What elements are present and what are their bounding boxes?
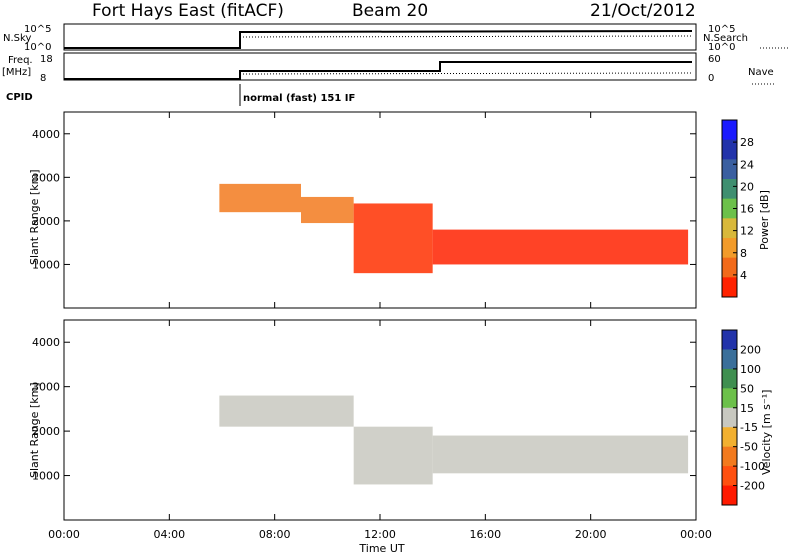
colorbar-tick-label: -15: [740, 421, 758, 434]
cpid-label: CPID: [6, 92, 33, 103]
x-tick-label: 04:00: [153, 528, 185, 541]
nsky-label: N.Sky: [3, 33, 31, 44]
echo-band: [353, 203, 433, 274]
y-tick-label: 3000: [32, 171, 60, 184]
y-tick-label: 1000: [32, 258, 60, 271]
colorbar-segment: [722, 427, 737, 448]
x-tick-label: 08:00: [259, 528, 291, 541]
colorbar-segment: [722, 238, 737, 259]
velocity-colorbar: 200 100 50 15 -15 -50 -100 -200: [721, 329, 765, 506]
nsearch-tick-bottom: 10^0: [708, 42, 735, 53]
nave-label: Nave: [748, 67, 774, 78]
echo-band: [432, 229, 689, 265]
echo-band: [219, 183, 301, 213]
colorbar-tick-label: 50: [740, 382, 754, 395]
nsky-trace: [64, 30, 693, 49]
nsearch-tick-top: 10^5: [708, 24, 735, 35]
nave-tick-top: 60: [708, 54, 721, 65]
nsearch-label: N.Search: [703, 33, 748, 44]
colorbar-segment: [722, 159, 737, 180]
colorbar-segment: [722, 139, 737, 160]
freq-panel: [63, 52, 697, 81]
x-tick-label: 20:00: [575, 528, 607, 541]
echo-band: [219, 395, 354, 427]
colorbar-tick-label: 15: [740, 402, 754, 415]
y-tick-label: 1000: [32, 470, 60, 483]
colorbar-segment: [722, 349, 737, 370]
velocity-ylabel: Slant Range [km]: [28, 382, 41, 478]
colorbar-segment: [722, 257, 737, 278]
freq-label-1: Freq.: [8, 55, 33, 66]
colorbar-tick-label: 200: [740, 343, 761, 356]
power-ylabel: Slant Range [km]: [28, 169, 41, 265]
colorbar-tick-label: 24: [740, 158, 754, 171]
station-title: Fort Hays East (fitACF): [92, 1, 284, 21]
colorbar-segment: [722, 466, 737, 487]
colorbar-segment: [722, 198, 737, 219]
x-tick-label: 16:00: [469, 528, 501, 541]
x-tick-label: 00:00: [680, 528, 712, 541]
x-axis-label: Time UT: [358, 542, 404, 554]
power-colorbar-label: Power [dB]: [758, 190, 771, 250]
colorbar-segment: [722, 407, 737, 428]
colorbar-tick-label: 100: [740, 363, 761, 376]
nsky-tick-top: 10^5: [24, 24, 51, 35]
nsky-tick-bottom: 10^0: [24, 42, 51, 53]
colorbar-tick-label: 12: [740, 225, 754, 238]
velocity-frame: [63, 319, 697, 521]
y-tick-label: 4000: [32, 336, 60, 349]
nave-trace: [239, 72, 693, 75]
echo-band: [432, 435, 689, 474]
colorbar-segment: [722, 179, 737, 200]
freq-trace: [64, 61, 692, 80]
echo-band: [353, 426, 433, 485]
colorbar-tick-label: -100: [740, 460, 765, 473]
colorbar-tick-label: 8: [740, 247, 747, 260]
velocity-panel: 1000 2000 3000 4000: [32, 320, 697, 520]
y-tick-label: 2000: [32, 215, 60, 228]
colorbar-tick-label: 4: [740, 269, 747, 282]
y-tick-label: 3000: [32, 381, 60, 394]
colorbar-segment: [722, 120, 737, 141]
colorbar-segment: [722, 330, 737, 350]
colorbar-tick-label: 28: [740, 136, 754, 149]
velocity-colorbar-label: Velocity [m s⁻¹]: [760, 390, 773, 475]
y-tick-label: 4000: [32, 128, 60, 141]
y-tick-label: 2000: [32, 425, 60, 438]
power-frame: [63, 111, 697, 309]
colorbar-segment: [722, 388, 737, 409]
colorbar-tick-label: 20: [740, 180, 754, 193]
beam-title: Beam 20: [352, 1, 428, 21]
echo-band: [301, 196, 354, 224]
x-tick-label: 00:00: [48, 528, 80, 541]
colorbar-segment: [722, 446, 737, 467]
nsearch-trace: [239, 35, 693, 38]
colorbar-tick-label: -50: [740, 441, 758, 454]
power-colorbar: 4 8 12 16 20 24 28: [721, 119, 754, 298]
power-panel: 1000 2000 3000 4000: [32, 112, 697, 308]
colorbar-frame: [721, 329, 738, 506]
colorbar-segment: [722, 485, 737, 506]
nave-tick-bottom: 0: [708, 73, 714, 84]
x-axis-ticks: 00:00 04:00 08:00 12:00 16:00 20:00 00:00: [48, 528, 712, 541]
colorbar-tick-label: 16: [740, 203, 754, 216]
date-title: 21/Oct/2012: [590, 1, 696, 21]
colorbar-segment: [722, 368, 737, 389]
x-tick-label: 12:00: [364, 528, 396, 541]
cpid-text: normal (fast) 151 IF: [243, 93, 355, 104]
colorbar-segment: [722, 218, 737, 239]
colorbar-tick-label: -200: [740, 480, 765, 493]
freq-label-2: [MHz]: [2, 67, 31, 78]
freq-tick-top: 18: [40, 54, 53, 65]
colorbar-segment: [722, 277, 737, 298]
nsky-panel: [63, 23, 697, 51]
freq-tick-bottom: 8: [40, 73, 46, 84]
